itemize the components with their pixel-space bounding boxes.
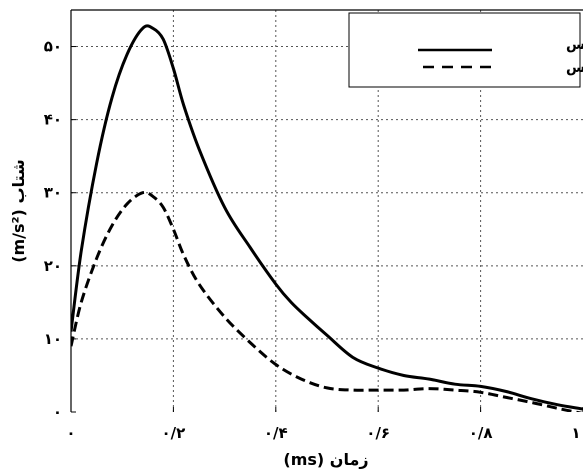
series-2-point-11 — [224, 316, 226, 318]
series-1-point-19 — [403, 375, 405, 377]
series-line-2 — [71, 190, 583, 412]
x-tick-label-0: ۰ — [66, 424, 75, 442]
series-1-point-10 — [198, 148, 200, 150]
series-1-point-12 — [249, 247, 251, 249]
series-1-point-6 — [152, 28, 154, 30]
series-1-point-8 — [173, 68, 175, 70]
series-1-point-22 — [480, 386, 482, 388]
y-axis-label: شتاب (m/s²) — [9, 159, 28, 263]
series-1-point-20 — [429, 378, 431, 380]
series-1-point-3 — [111, 97, 113, 99]
series-1-point-4 — [127, 53, 129, 55]
series-2-point-19 — [429, 388, 431, 390]
series-1-point-7 — [162, 38, 164, 40]
y-tick-label-2: ۲۰ — [44, 257, 62, 275]
x-tick-label-4: ۰/۸ — [469, 424, 493, 442]
series-2-point-23 — [531, 402, 533, 404]
x-tick-label-1: ۰/۲ — [162, 424, 186, 442]
series-1-point-13 — [275, 283, 277, 285]
y-tick-label-1: ۱۰ — [44, 330, 62, 348]
series-2-point-15 — [326, 387, 328, 389]
y-tick-label-5: ۵۰ — [44, 38, 62, 56]
series-2-point-16 — [352, 389, 354, 391]
series-layer — [71, 24, 583, 412]
axes — [70, 9, 583, 413]
series-2-point-10 — [198, 283, 200, 285]
series-2-point-20 — [454, 389, 456, 391]
y-tick-label-4: ۴۰ — [44, 111, 62, 129]
series-2-point-24 — [557, 408, 559, 410]
series-1-point-5 — [142, 28, 144, 30]
series-2-point-17 — [377, 389, 379, 391]
series-2-point-12 — [249, 342, 251, 344]
series-2-point-2 — [96, 258, 98, 260]
series-1-point-24 — [531, 398, 533, 400]
series-2-point-18 — [403, 389, 405, 391]
series-2-point-21 — [480, 392, 482, 394]
x-tick-label-3: ۰/۶ — [366, 424, 390, 442]
series-1-point-17 — [352, 356, 354, 358]
legend-label-series-2: نامتجانس — [566, 60, 583, 76]
series-1-point-1 — [80, 250, 82, 252]
series-1-point-21 — [454, 383, 456, 385]
series-2-point-6 — [152, 196, 154, 198]
series-2-point-9 — [183, 254, 185, 256]
series-line-1 — [71, 24, 583, 411]
legend-label-series-1: متجانس — [566, 37, 583, 53]
x-tick-label-5: ۱ — [571, 424, 580, 442]
x-axis-label: زمان (ms) — [283, 450, 368, 469]
series-2-point-5 — [142, 192, 144, 194]
series-2-point-7 — [162, 207, 164, 209]
series-1-point-16 — [326, 335, 328, 337]
series-2-point-22 — [505, 397, 507, 399]
series-1-point-14 — [290, 302, 292, 304]
series-1-point-2 — [96, 163, 98, 165]
series-2-point-8 — [173, 229, 175, 231]
series-2-point-1 — [80, 302, 82, 304]
series-1-point-18 — [377, 367, 379, 369]
series-2-point-3 — [111, 225, 113, 227]
y-tick-label-3: ۳۰ — [44, 184, 62, 202]
series-1-point-15 — [306, 316, 308, 318]
legend: متجانس نامتجانس — [348, 12, 583, 88]
series-2-point-13 — [275, 364, 277, 366]
series-2-point-14 — [301, 378, 303, 380]
x-tick-label-2: ۰/۴ — [264, 424, 288, 442]
series-1-point-11 — [224, 207, 226, 209]
y-tick-label-0: ۰ — [53, 403, 62, 421]
series-1-point-23 — [505, 391, 507, 393]
series-1-point-9 — [183, 104, 185, 106]
series-2-point-4 — [127, 203, 129, 205]
series-1-point-25 — [557, 404, 559, 406]
